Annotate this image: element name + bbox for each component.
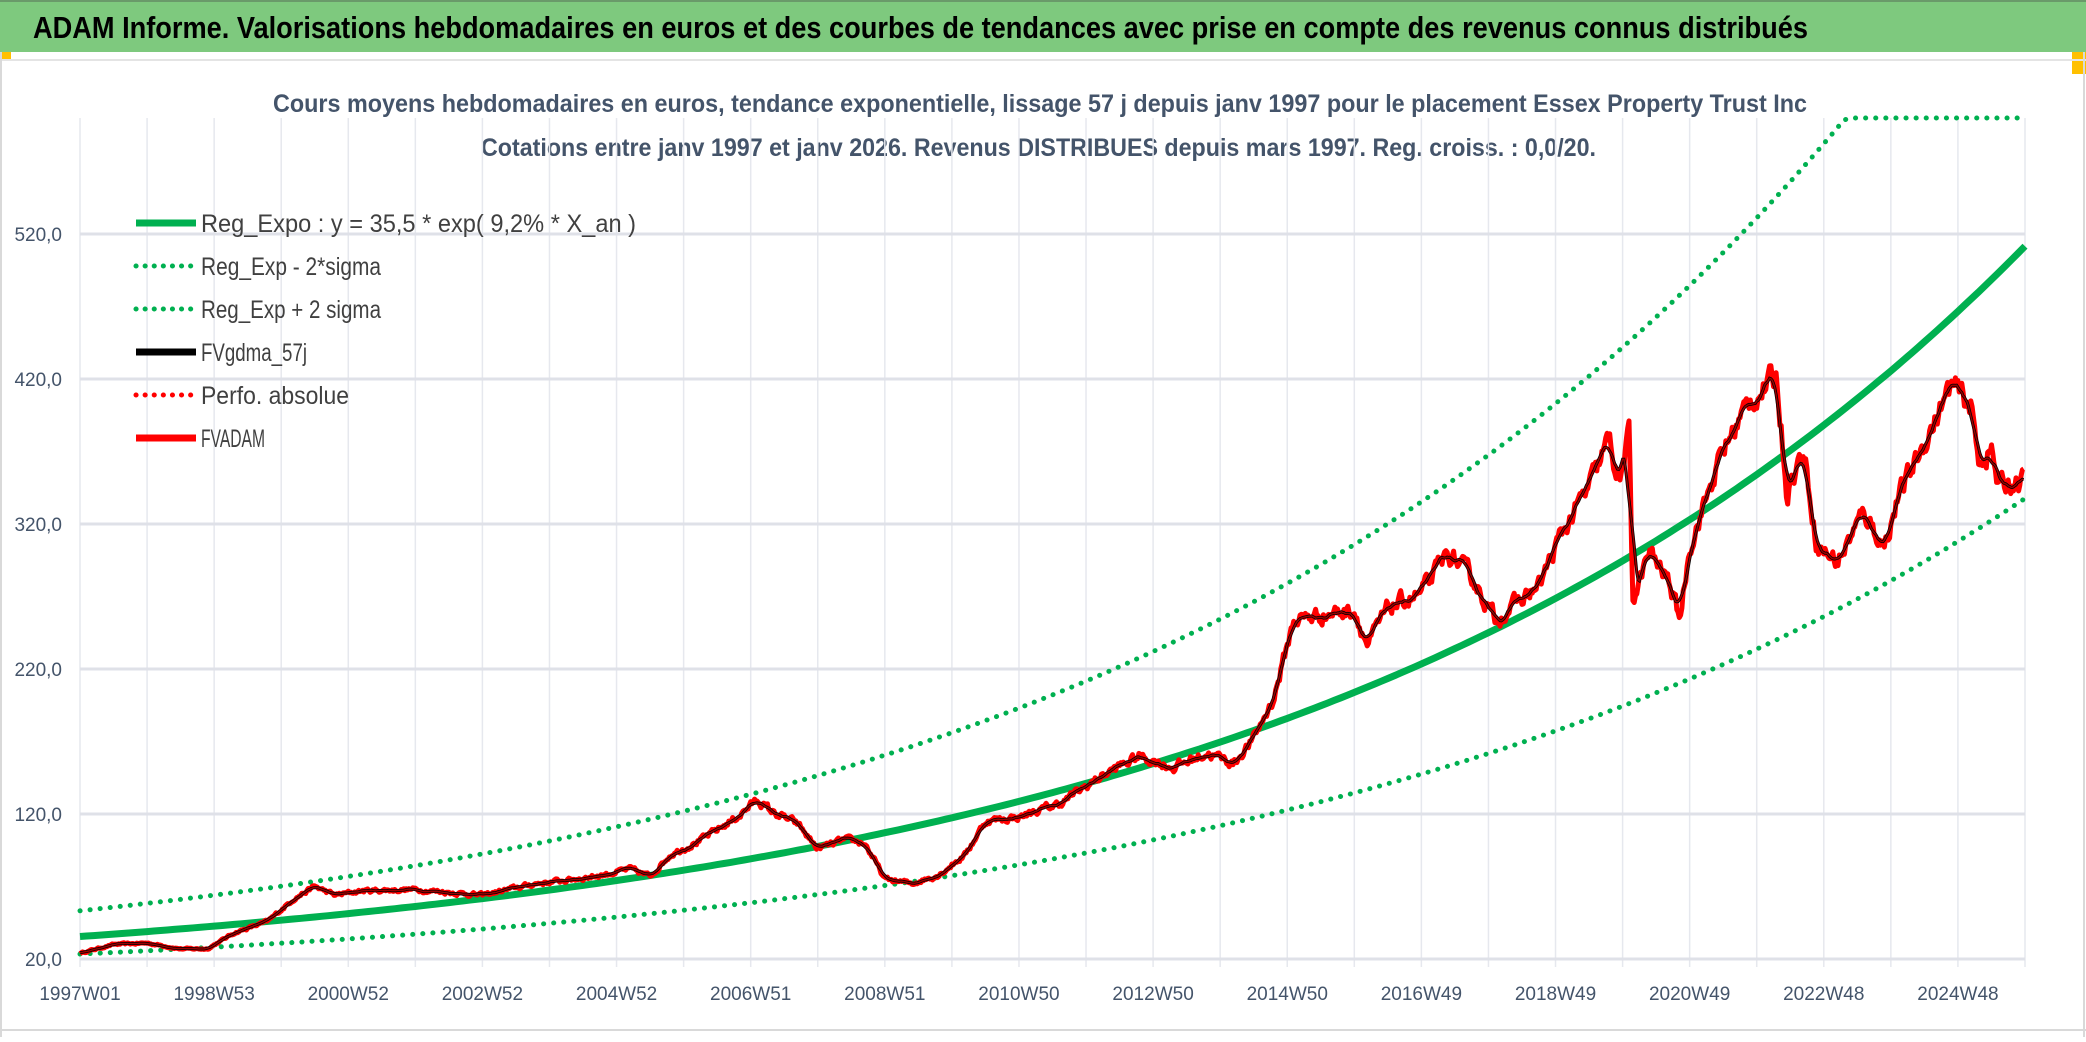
x-tick-label: 2014W50 — [1247, 984, 1328, 1005]
x-tick-label: 2010W50 — [978, 984, 1059, 1005]
y-tick-label: 420,0 — [14, 370, 62, 391]
y-tick-label: 320,0 — [14, 515, 62, 536]
selection-marker — [0, 52, 11, 59]
x-tick-label: 2000W52 — [308, 984, 389, 1005]
x-tick-label: 1998W53 — [173, 984, 254, 1005]
reg-exp-minus-2sigma-line — [77, 495, 2028, 957]
legend-item: Reg_Exp + 2 sigma — [133, 296, 381, 324]
x-tick-label: 2006W51 — [710, 984, 791, 1005]
header-band — [0, 0, 2086, 52]
y-tick-label: 20,0 — [25, 950, 62, 971]
perfo-absolue-line — [79, 377, 2024, 954]
chart-subtitle: Cotations entre janv 1997 et janv 2026. … — [481, 134, 1596, 162]
legend-label: FVADAM — [201, 425, 265, 453]
selection-marker-right — [2072, 52, 2086, 74]
x-tick-label: 2022W48 — [1783, 984, 1864, 1005]
legend-item: Perfo. absolue — [133, 382, 349, 410]
header-top-border — [0, 0, 2086, 2]
legend: Reg_Expo : y = 35,5 * exp( 9,2% * X_an )… — [133, 210, 636, 453]
x-tick-label: 2020W49 — [1649, 984, 1730, 1005]
grid — [79, 118, 2026, 967]
y-tick-label: 520,0 — [14, 225, 62, 246]
legend-item: FVgdma_57j — [136, 339, 307, 367]
fvgdma-57j-line — [79, 376, 2025, 955]
legend-item: Reg_Exp - 2*sigma — [133, 253, 381, 281]
series — [77, 115, 2028, 957]
x-tick-label: 2008W51 — [844, 984, 925, 1005]
reg-expo-line — [79, 243, 2028, 940]
x-tick-label: 2002W52 — [442, 984, 523, 1005]
x-tick-label: 2016W49 — [1381, 984, 1462, 1005]
report-title: ADAM Informe. Valorisations hebdomadaire… — [33, 10, 1808, 45]
legend-item: FVADAM — [136, 425, 265, 453]
x-tick-label: 1997W01 — [39, 984, 120, 1005]
legend-label: Reg_Exp - 2*sigma — [201, 253, 381, 281]
legend-label: Reg_Expo : y = 35,5 * exp( 9,2% * X_an ) — [201, 210, 636, 238]
y-tick-label: 220,0 — [14, 660, 62, 681]
legend-label: FVgdma_57j — [201, 339, 307, 367]
x-axis: 1997W01 1998W53 2000W52 2002W52 2004W52 2006W… — [39, 984, 1998, 1005]
legend-label: Reg_Exp + 2 sigma — [201, 296, 381, 324]
legend-label: Perfo. absolue — [201, 382, 349, 410]
y-axis: 20,0 120,0 220,0 320,0 420,0 520,0 — [14, 225, 62, 971]
x-tick-label: 2012W50 — [1112, 984, 1193, 1005]
x-tick-label: 2018W49 — [1515, 984, 1596, 1005]
x-tick-label: 2004W52 — [576, 984, 657, 1005]
chart-title: Cours moyens hebdomadaires en euros, ten… — [273, 90, 1807, 118]
y-tick-label: 120,0 — [14, 805, 62, 826]
x-tick-label: 2024W48 — [1917, 984, 1998, 1005]
legend-item: Reg_Expo : y = 35,5 * exp( 9,2% * X_an ) — [136, 210, 636, 238]
reg-exp-plus-2sigma-line — [77, 115, 2028, 914]
